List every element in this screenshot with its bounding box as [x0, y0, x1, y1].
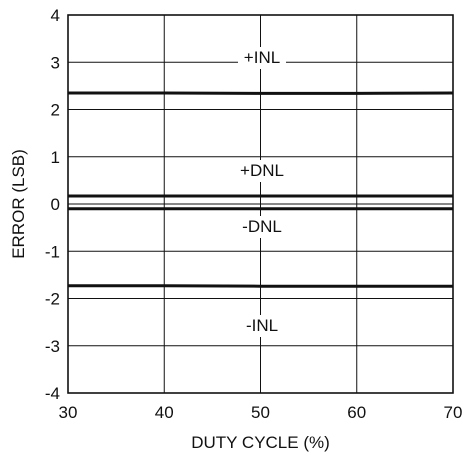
- series-line: [68, 284, 453, 288]
- y-tick-label: 1: [51, 148, 60, 167]
- x-tick-label: 40: [155, 403, 174, 422]
- annotations: +INL +DNL -DNL -INL: [238, 47, 286, 337]
- y-tick-label: -3: [45, 337, 60, 356]
- series-lines: [68, 91, 454, 288]
- annotation-label: +DNL: [240, 161, 284, 180]
- annotation-label: -INL: [246, 316, 278, 335]
- annotation-background: [238, 315, 286, 337]
- tick-labels: 30 40 50 60 70 4 3 2 1 0 -1 -2 -3 -4: [45, 6, 463, 422]
- y-tick-label: 3: [51, 53, 60, 72]
- y-tick-label: 2: [51, 101, 60, 120]
- y-tick-label: 0: [51, 195, 60, 214]
- x-tick-label: 70: [444, 403, 463, 422]
- x-tick-label: 50: [251, 403, 270, 422]
- y-tick-label: -1: [45, 242, 60, 261]
- annotation-background: [238, 160, 286, 182]
- y-axis-label: ERROR (LSB): [9, 149, 28, 259]
- x-tick-label: 60: [347, 403, 366, 422]
- annotation-background: [238, 216, 286, 238]
- plot-frame: [67, 14, 454, 394]
- x-axis-label: DUTY CYCLE (%): [191, 433, 330, 452]
- y-tick-label: -2: [45, 290, 60, 309]
- grid-lines: [68, 15, 453, 393]
- annotation-label: +INL: [244, 48, 280, 67]
- y-tick-label: -4: [45, 384, 60, 403]
- annotation-label: -DNL: [242, 217, 282, 236]
- annotation-background: [238, 47, 286, 69]
- x-tick-label: 30: [59, 403, 78, 422]
- y-tick-label: 4: [51, 6, 60, 25]
